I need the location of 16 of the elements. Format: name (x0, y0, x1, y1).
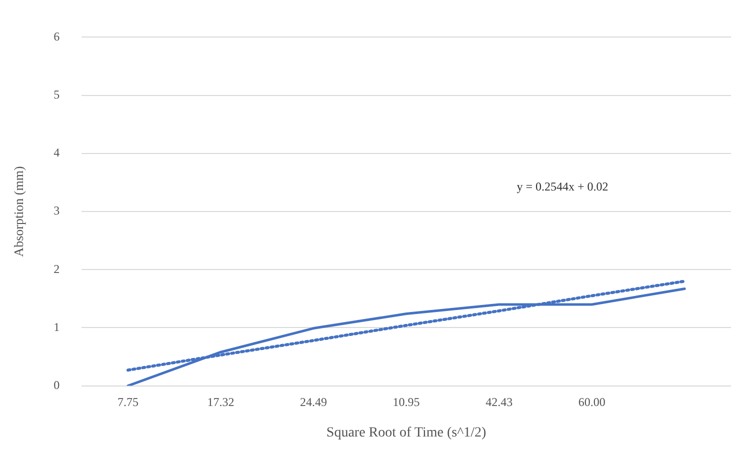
y-tick-label: 5 (54, 87, 60, 102)
y-tick-label: 4 (54, 146, 60, 160)
x-tick-label: 42.43 (486, 395, 513, 410)
y-tick-label: 1 (54, 320, 60, 334)
y-tick-label: 0 (54, 378, 60, 392)
annotation: y = 0.2544x + 0.02 (516, 180, 608, 194)
x-tick-label: 7.75 (117, 395, 138, 410)
y-axis-title: Absorption (mm) (11, 166, 26, 257)
y-tick-label: 6 (54, 29, 60, 44)
x-axis-title: Square Root of Time (s^1/2) (326, 425, 487, 440)
y-tick-label: 3 (54, 204, 60, 218)
x-tick-label: 60.00 (578, 395, 606, 410)
x-tick-label: 24.49 (300, 395, 328, 410)
y-tick-label: 2 (54, 262, 60, 276)
x-tick-label: 10.95 (392, 395, 420, 410)
x-tick-label: 17.32 (207, 395, 234, 410)
